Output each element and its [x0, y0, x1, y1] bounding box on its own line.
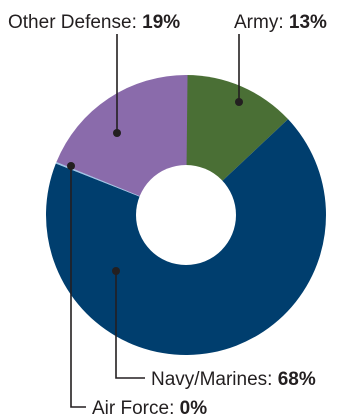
slice-name-army: Army [234, 12, 279, 33]
slice-value-navy-marines: 68% [278, 369, 316, 390]
slice-name-other-defense: Other Defense [8, 12, 132, 33]
slice-label-air-force: Air Force: 0% [92, 398, 207, 419]
slice-name-navy-marines: Navy/Marines [151, 369, 267, 390]
leader-dot-air-force [67, 162, 75, 170]
slice-label-army: Army: 13% [234, 12, 327, 33]
donut-hole [136, 165, 236, 265]
leader-line-navy-marines [115, 271, 145, 379]
label-separator: : [278, 12, 289, 33]
slice-label-other-defense: Other Defense: 19% [8, 12, 180, 33]
label-separator: : [132, 12, 143, 33]
slice-value-air-force: 0% [180, 398, 208, 419]
leader-dot-navy-marines [112, 267, 120, 275]
slice-value-army: 13% [289, 12, 327, 33]
leader-line-air-force [70, 166, 86, 408]
slice-label-navy-marines: Navy/Marines: 68% [151, 369, 316, 390]
label-separator: : [169, 398, 180, 419]
slice-name-air-force: Air Force [92, 398, 169, 419]
slice-value-other-defense: 19% [142, 12, 180, 33]
leader-dot-other-defense [113, 129, 121, 137]
leader-dot-army [235, 98, 243, 106]
label-separator: : [267, 369, 278, 390]
